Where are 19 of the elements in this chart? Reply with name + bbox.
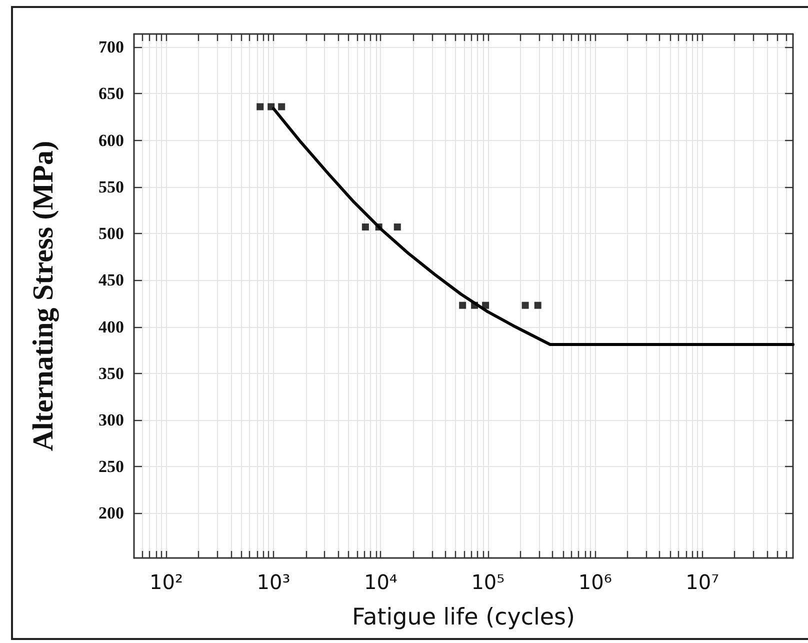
y-tick-label: 200 [98,504,124,523]
x-tick-label: 10⁶ [578,570,612,594]
x-axis-title: Fatigue life (cycles) [352,604,575,630]
y-tick-label: 250 [98,457,124,476]
y-axis-title: Alternating Stress (MPa) [28,140,60,452]
y-tick-label: 500 [98,224,124,244]
x-tick-label: 10⁵ [471,570,505,594]
y-tick-label: 350 [98,364,124,383]
y-tick-label: 600 [98,130,124,150]
y-tick-label: 300 [98,410,124,430]
y-tick-label: 700 [98,38,124,57]
x-tick-label: 10⁴ [364,570,398,594]
y-tick-label: 400 [98,317,124,336]
y-tick-label: 650 [98,84,124,104]
x-tick-label: 10² [150,570,184,594]
y-tick-label: 450 [98,270,124,290]
y-tick-label: 550 [98,177,124,196]
x-tick-label: 10³ [256,570,290,594]
x-tick-label: 10⁷ [686,570,720,594]
